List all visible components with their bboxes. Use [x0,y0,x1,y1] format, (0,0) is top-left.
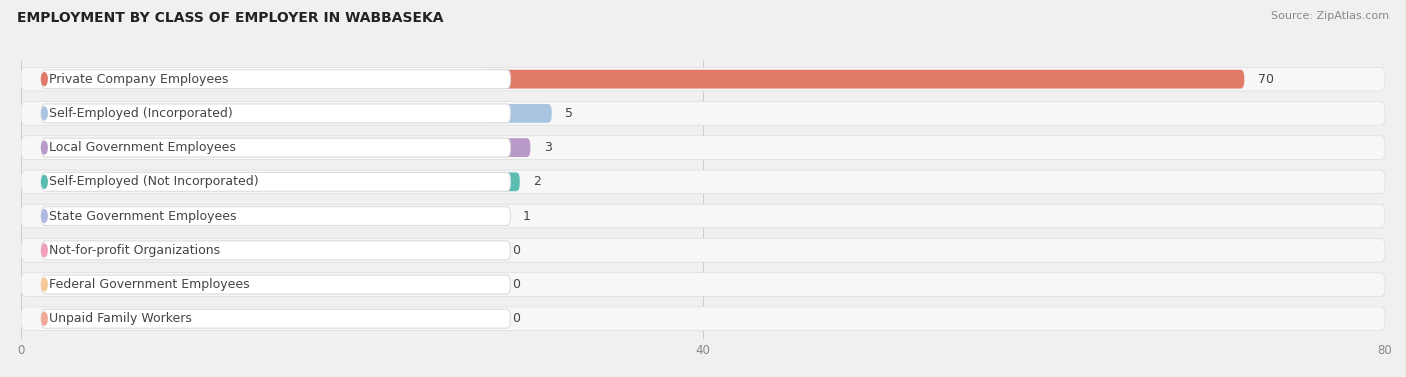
FancyBboxPatch shape [42,172,510,191]
Circle shape [41,106,48,121]
FancyBboxPatch shape [21,204,1385,228]
FancyBboxPatch shape [21,101,1385,125]
Text: Not-for-profit Organizations: Not-for-profit Organizations [49,244,219,257]
Circle shape [41,243,48,257]
Circle shape [41,175,48,189]
Text: 5: 5 [565,107,574,120]
Circle shape [41,72,48,86]
FancyBboxPatch shape [481,104,551,123]
Text: Unpaid Family Workers: Unpaid Family Workers [49,312,191,325]
Text: 2: 2 [533,175,541,188]
FancyBboxPatch shape [481,70,1244,89]
FancyBboxPatch shape [42,70,510,89]
Text: 0: 0 [512,244,520,257]
FancyBboxPatch shape [42,138,510,157]
FancyBboxPatch shape [42,104,510,123]
Text: Self-Employed (Not Incorporated): Self-Employed (Not Incorporated) [49,175,259,188]
FancyBboxPatch shape [21,67,1385,91]
FancyBboxPatch shape [42,310,510,328]
Text: 3: 3 [544,141,553,154]
FancyBboxPatch shape [21,273,1385,296]
FancyBboxPatch shape [481,207,509,225]
Circle shape [41,277,48,292]
FancyBboxPatch shape [21,136,1385,159]
FancyBboxPatch shape [481,172,520,191]
FancyBboxPatch shape [21,170,1385,194]
Text: 0: 0 [512,312,520,325]
Text: Federal Government Employees: Federal Government Employees [49,278,249,291]
FancyBboxPatch shape [42,275,510,294]
FancyBboxPatch shape [21,239,1385,262]
FancyBboxPatch shape [42,207,510,225]
Text: Self-Employed (Incorporated): Self-Employed (Incorporated) [49,107,232,120]
Text: 70: 70 [1258,73,1274,86]
FancyBboxPatch shape [481,138,530,157]
Text: EMPLOYMENT BY CLASS OF EMPLOYER IN WABBASEKA: EMPLOYMENT BY CLASS OF EMPLOYER IN WABBA… [17,11,443,25]
FancyBboxPatch shape [42,241,510,260]
Text: Private Company Employees: Private Company Employees [49,73,228,86]
Circle shape [41,312,48,326]
Circle shape [41,209,48,223]
Text: State Government Employees: State Government Employees [49,210,236,222]
Text: 1: 1 [523,210,530,222]
Text: Source: ZipAtlas.com: Source: ZipAtlas.com [1271,11,1389,21]
Text: Local Government Employees: Local Government Employees [49,141,235,154]
Circle shape [41,141,48,155]
FancyBboxPatch shape [21,307,1385,331]
Text: 0: 0 [512,278,520,291]
